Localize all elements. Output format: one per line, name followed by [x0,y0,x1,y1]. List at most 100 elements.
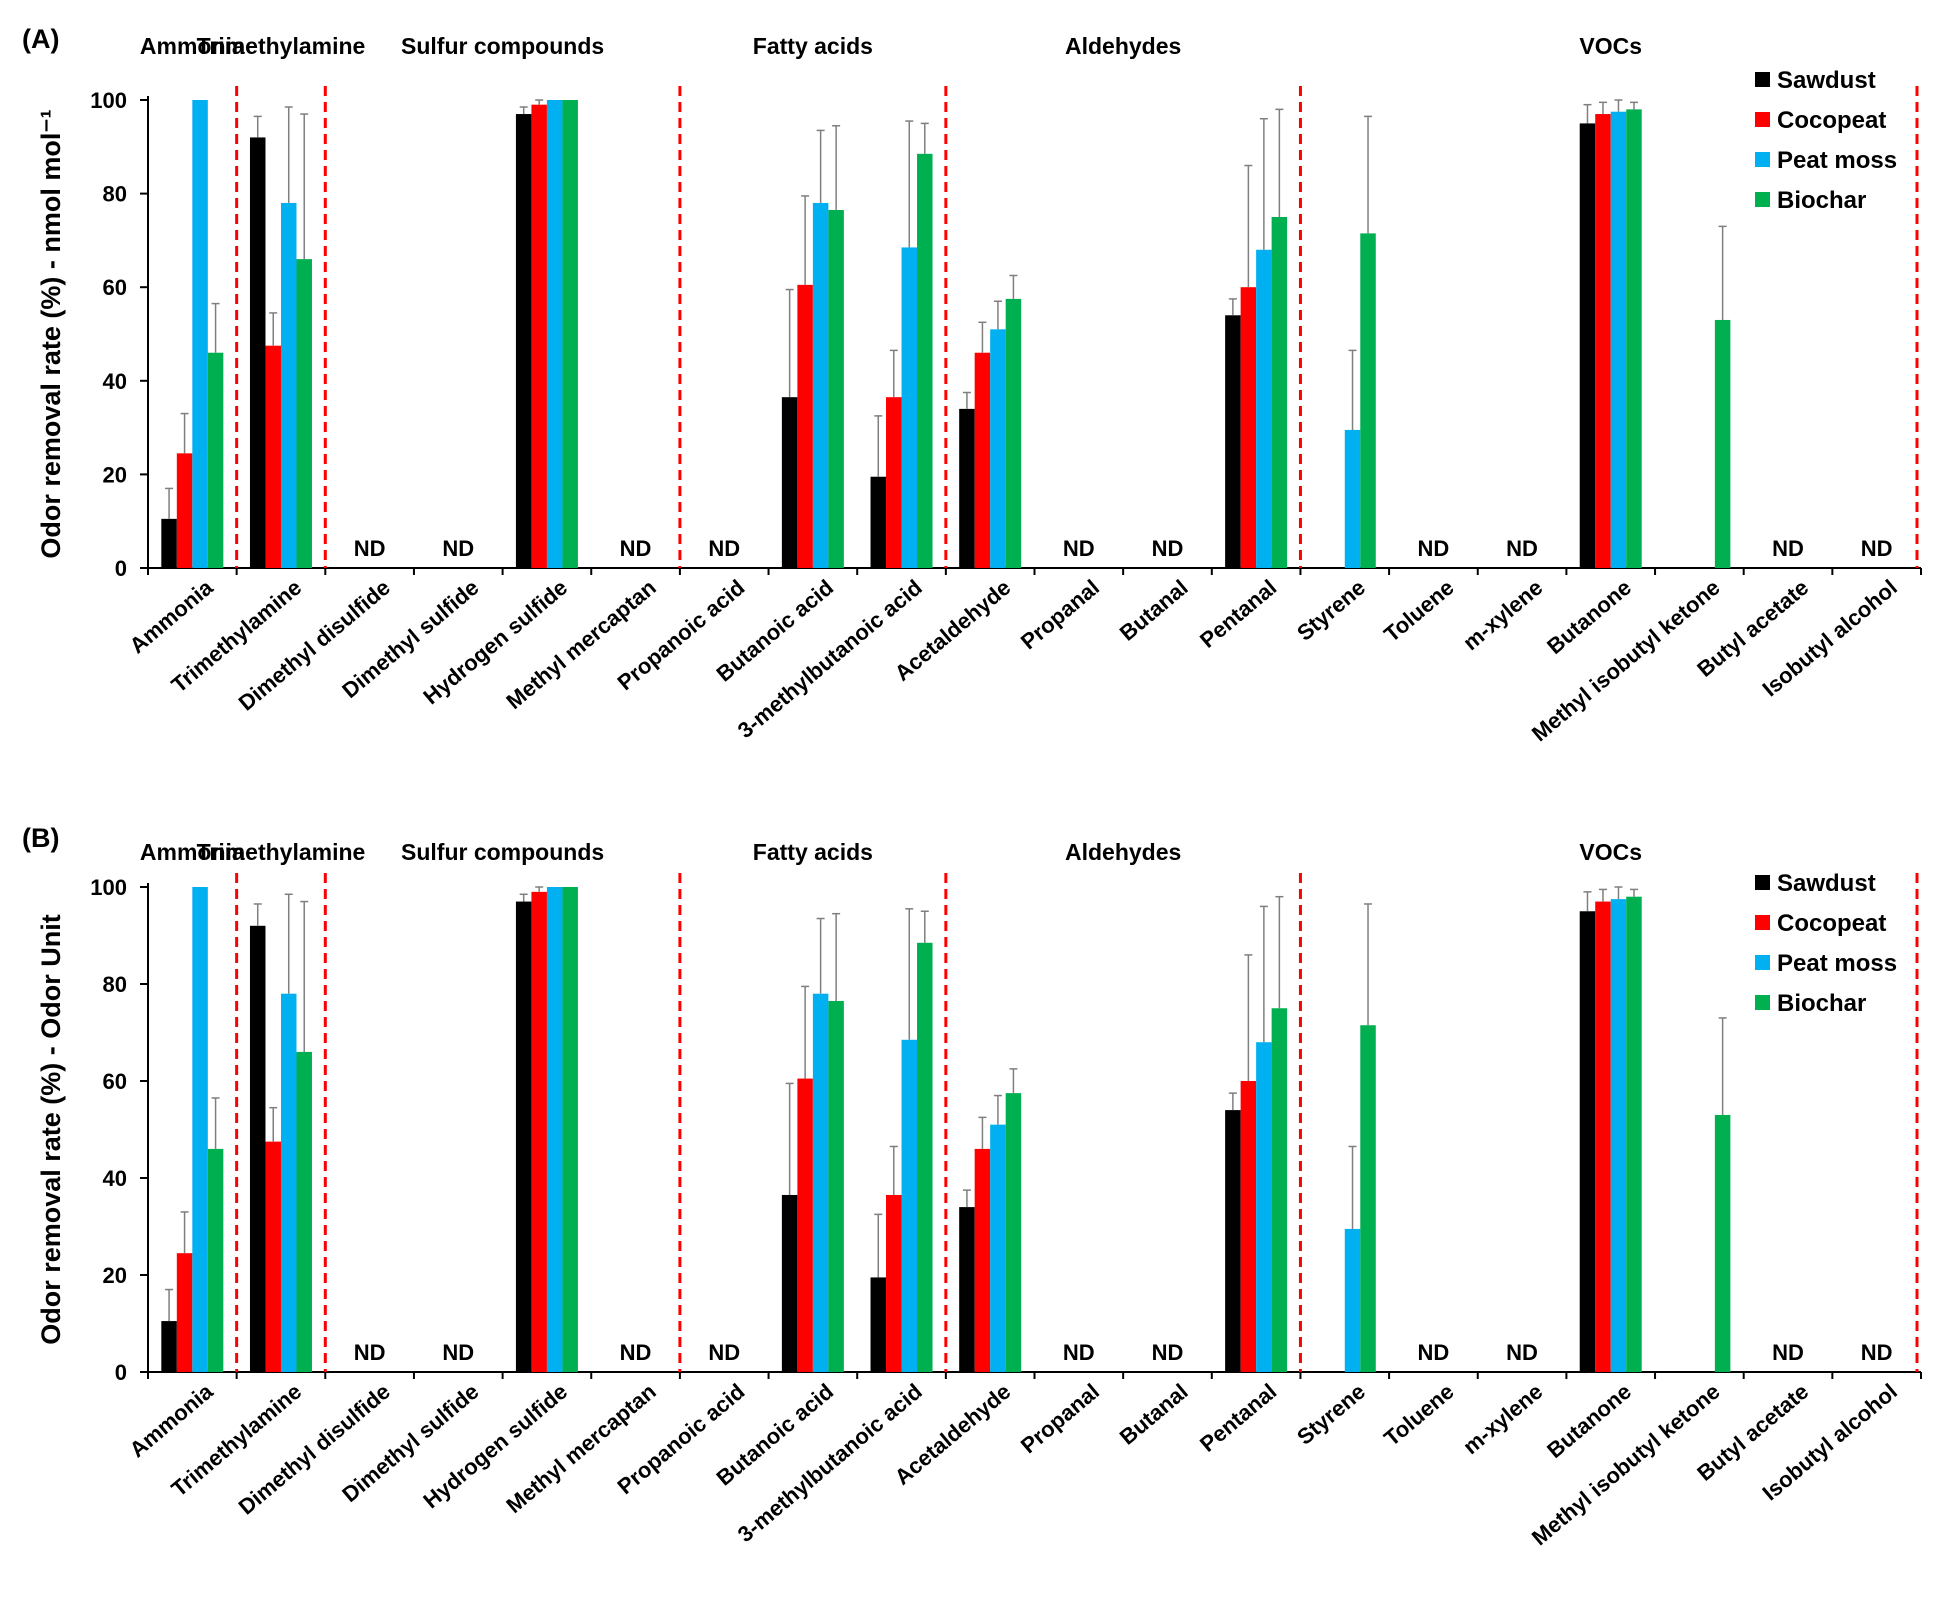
nd-label-butyl-acetate: ND [1772,1340,1804,1365]
legend-swatch-biochar [1755,995,1770,1010]
bar-peat-moss-ammonia [192,887,208,1372]
group-label-fatty-acids: Fatty acids [753,33,873,59]
legend-swatch-biochar [1755,192,1770,207]
legend-label-biochar: Biochar [1777,990,1866,1017]
legend-label-peat-moss: Peat moss [1777,147,1897,174]
y-axis-label: Odor removal rate (%) - nmol mol⁻¹ [36,109,66,558]
legend-swatch-cocopeat [1755,915,1770,930]
bar-sawdust-3-methylbutanoic-acid [870,476,887,568]
bar-biochar-ammonia [207,352,224,568]
bar-sawdust-hydrogen-sulfide [515,114,532,568]
bar-biochar-butanone [1626,109,1642,569]
y-tick-label: 100 [90,875,127,900]
nd-label-m-xylene: ND [1506,536,1538,561]
nd-label-propanal: ND [1063,1340,1095,1365]
bar-cocopeat-ammonia [176,1253,193,1372]
bar-biochar-hydrogen-sulfide [562,100,578,568]
bar-cocopeat-butanoic-acid [797,284,813,568]
bar-cocopeat-pentanal [1240,287,1257,568]
legend-label-cocopeat: Cocopeat [1777,107,1886,134]
bar-cocopeat-butanone [1595,114,1611,568]
bar-biochar-pentanal [1271,1008,1288,1372]
bar-biochar-butanoic-acid [828,209,844,569]
bar-sawdust-trimethylamine [249,137,266,568]
bar-cocopeat-trimethylamine [265,345,281,568]
x-tick-label-propanal: Propanal [1016,1379,1104,1459]
y-tick-label: 20 [103,1263,127,1288]
nd-label-propanoic-acid: ND [708,1340,740,1365]
bar-sawdust-ammonia [161,1321,177,1372]
nd-label-butyl-acetate: ND [1772,536,1804,561]
x-tick-label-methyl-mercaptan: Methyl mercaptan [501,1379,660,1518]
bar-cocopeat-3-methylbutanoic-acid [886,397,902,568]
bar-cocopeat-butanone [1595,901,1611,1372]
group-label-ammonia: Ammonia [140,33,245,59]
group-label-aldehydes: Aldehydes [1065,839,1181,865]
nd-label-propanal: ND [1063,536,1095,561]
group-label-fatty-acids: Fatty acids [753,839,873,865]
bar-peat-moss-3-methylbutanoic-acid [901,247,918,569]
x-tick-label-styrene: Styrene [1292,575,1370,646]
bar-peat-moss-3-methylbutanoic-acid [901,1039,918,1372]
nd-label-propanoic-acid: ND [708,536,740,561]
bar-biochar-3-methylbutanoic-acid [917,942,933,1372]
x-tick-label-styrene: Styrene [1292,1379,1370,1450]
bar-cocopeat-hydrogen-sulfide [531,104,547,569]
bar-sawdust-trimethylamine [249,925,266,1372]
y-tick-label: 80 [103,972,127,997]
bar-peat-moss-styrene [1344,1228,1361,1372]
bar-peat-moss-butanone [1610,899,1627,1372]
x-tick-label-dimethyl-disulfide: Dimethyl disulfide [234,575,395,716]
bar-peat-moss-hydrogen-sulfide [546,100,563,568]
group-label-vocs: VOCs [1579,839,1642,865]
nd-label-dimethyl-sulfide: ND [442,1340,474,1365]
bar-biochar-styrene [1360,233,1376,568]
y-tick-label: 0 [115,1360,127,1385]
nd-label-methyl-mercaptan: ND [620,1340,652,1365]
legend-swatch-sawdust [1755,72,1770,87]
nd-label-butanal: ND [1152,536,1184,561]
x-tick-label-toluene: Toluene [1379,1379,1458,1451]
x-tick-label-butanal: Butanal [1115,1379,1193,1450]
bar-cocopeat-acetaldehyde [974,352,991,568]
nd-label-butanal: ND [1152,1340,1184,1365]
legend-swatch-peat-moss [1755,955,1770,970]
bar-biochar-butanone [1626,896,1642,1372]
bar-sawdust-ammonia [161,518,177,568]
bar-peat-moss-butanone [1610,111,1627,568]
bar-sawdust-acetaldehyde [959,1207,975,1372]
panel-label: (B) [22,823,59,853]
group-label-sulfur-compounds: Sulfur compounds [401,839,604,865]
bar-peat-moss-butanoic-acid [812,993,829,1372]
x-tick-label-hydrogen-sulfide: Hydrogen sulfide [418,1379,572,1514]
bar-biochar-ammonia [207,1148,224,1372]
nd-label-toluene: ND [1418,536,1450,561]
y-tick-label: 20 [103,462,127,487]
group-label-aldehydes: Aldehydes [1065,33,1181,59]
bar-sawdust-butanone [1579,123,1596,569]
legend-swatch-cocopeat [1755,112,1770,127]
bar-sawdust-pentanal [1225,315,1241,568]
bar-biochar-acetaldehyde [1005,1093,1022,1372]
y-tick-label: 0 [115,556,127,581]
x-tick-label-pentanal: Pentanal [1195,1379,1281,1457]
bar-peat-moss-pentanal [1256,1042,1272,1372]
y-axis-label: Odor removal rate (%) - Odor Unit [36,914,66,1345]
bar-peat-moss-trimethylamine [280,993,297,1372]
y-tick-label: 40 [103,369,127,394]
legend-label-sawdust: Sawdust [1777,870,1876,897]
x-tick-label-pentanal: Pentanal [1195,575,1281,653]
x-tick-label-hydrogen-sulfide: Hydrogen sulfide [418,575,572,710]
legend-label-cocopeat: Cocopeat [1777,910,1886,937]
bar-biochar-trimethylamine [296,259,312,568]
bar-sawdust-pentanal [1225,1110,1241,1372]
bar-cocopeat-pentanal [1240,1081,1257,1372]
bar-peat-moss-styrene [1344,429,1361,568]
bar-biochar-styrene [1360,1025,1376,1372]
bar-biochar-pentanal [1271,217,1288,568]
bar-cocopeat-trimethylamine [265,1141,281,1372]
group-label-trimethylamine: Trimethylamine [197,33,366,59]
bar-biochar-3-methylbutanoic-acid [917,153,933,568]
bar-cocopeat-ammonia [176,453,193,568]
